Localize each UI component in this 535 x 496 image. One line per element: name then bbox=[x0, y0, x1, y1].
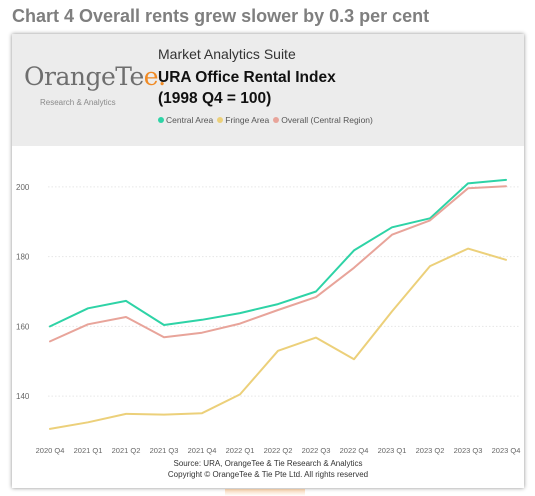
legend-dot-overall bbox=[273, 117, 280, 123]
legend: Central Area Fringe Area Overall (Centra… bbox=[158, 115, 377, 125]
copyright-line: Copyright © OrangeTee & Tie Pte Ltd. All… bbox=[167, 470, 369, 479]
x-tick-label: 2021 Q1 bbox=[74, 446, 103, 455]
source-line: Source: URA, OrangeTee & Tie Research & … bbox=[173, 459, 363, 468]
legend-label-overall: Overall (Central Region) bbox=[281, 115, 373, 125]
legend-item-overall[interactable]: Overall (Central Region) bbox=[273, 115, 373, 125]
chart-title: URA Office Rental Index (1998 Q4 = 100) bbox=[158, 67, 336, 109]
logo-text-accent: e. bbox=[143, 62, 166, 91]
source-note: Source: URA, OrangeTee & Tie Research & … bbox=[12, 458, 524, 480]
legend-item-central[interactable]: Central Area bbox=[158, 115, 213, 125]
x-tick-label: 2023 Q4 bbox=[492, 446, 521, 455]
orangetee-logo: OrangeTee. bbox=[24, 62, 166, 91]
legend-label-fringe: Fringe Area bbox=[225, 115, 270, 125]
legend-dot-fringe bbox=[217, 117, 224, 123]
x-tick-label: 2023 Q1 bbox=[378, 446, 407, 455]
chart-title-line1: URA Office Rental Index bbox=[158, 69, 336, 86]
x-tick-label: 2022 Q4 bbox=[340, 446, 369, 455]
x-tick-label: 2021 Q3 bbox=[150, 446, 179, 455]
x-tick-label: 2023 Q3 bbox=[454, 446, 483, 455]
logo-tagline: Research & Analytics bbox=[40, 98, 116, 107]
line-chart: 140 160 180 200 2020 Q4 2021 Q1 2021 Q2 2021 Q3… bbox=[16, 178, 521, 455]
x-tick-label: 2022 Q1 bbox=[226, 446, 255, 455]
x-tick-label: 2021 Q2 bbox=[112, 446, 141, 455]
legend-label-central: Central Area bbox=[166, 115, 214, 125]
y-tick-label: 200 bbox=[16, 183, 30, 192]
page-title: Chart 4 Overall rents grew slower by 0.3… bbox=[12, 6, 430, 26]
chart-title-line2: (1998 Q4 = 100) bbox=[158, 90, 272, 107]
x-tick-label: 2021 Q4 bbox=[188, 446, 217, 455]
x-tick-label: 2020 Q4 bbox=[36, 446, 65, 455]
x-tick-label: 2022 Q2 bbox=[264, 446, 293, 455]
legend-dot-central bbox=[158, 117, 164, 123]
logo-text-main: OrangeTe bbox=[24, 62, 144, 91]
series-line-fringe bbox=[49, 247, 507, 430]
y-tick-label: 160 bbox=[16, 322, 30, 331]
y-tick-label: 140 bbox=[16, 392, 30, 401]
x-tick-label: 2022 Q3 bbox=[302, 446, 331, 455]
series-line-central bbox=[49, 178, 507, 328]
y-tick-label: 180 bbox=[16, 253, 30, 262]
bottom-accent-bar bbox=[225, 489, 305, 496]
x-tick-label: 2023 Q2 bbox=[416, 446, 445, 455]
series-line-overall bbox=[49, 185, 507, 343]
suite-name: Market Analytics Suite bbox=[158, 46, 296, 62]
legend-item-fringe[interactable]: Fringe Area bbox=[217, 115, 269, 125]
chart-card: OrangeTee. Research & Analytics Market A… bbox=[12, 34, 524, 488]
chart-header: OrangeTee. Research & Analytics Market A… bbox=[12, 34, 524, 146]
